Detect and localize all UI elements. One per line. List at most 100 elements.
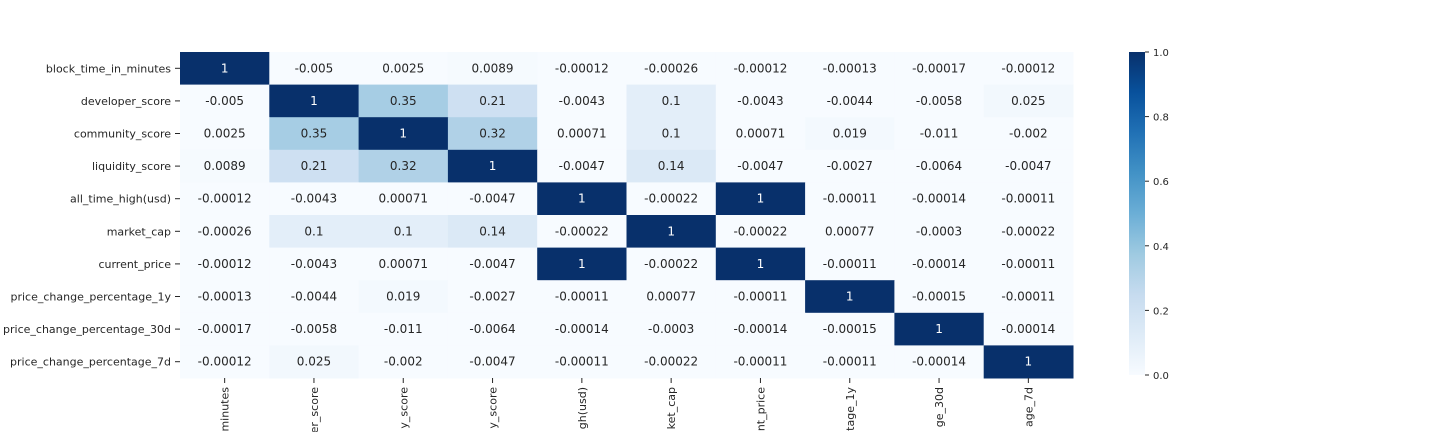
- heatmap-cell: [269, 345, 360, 379]
- heatmap-cell: [715, 345, 806, 379]
- cell-value-label: -0.0043: [291, 257, 337, 271]
- heatmap-cell: [180, 182, 270, 216]
- cell-value-label: 0.025: [297, 355, 331, 369]
- cell-value-label: -0.00017: [198, 322, 252, 336]
- heatmap-cell: [269, 312, 360, 346]
- heatmap-cell: [358, 345, 449, 379]
- heatmap-cell: [180, 247, 270, 281]
- colorbar-tick-label: 1.0: [1153, 48, 1169, 59]
- x-tick-label: er_score: [308, 387, 321, 432]
- heatmap-cell: [269, 84, 360, 118]
- heatmap-cell: [626, 149, 717, 183]
- heatmap-cell: [894, 117, 985, 151]
- heatmap-cell: [805, 84, 895, 118]
- colorbar-tick-label: 0.4: [1153, 242, 1169, 253]
- heatmap-cells: [180, 52, 1074, 379]
- heatmap-cell: [537, 149, 627, 183]
- cell-value-label: -0.00011: [823, 355, 877, 369]
- heatmap-cell: [805, 345, 895, 379]
- heatmap-cell: [805, 117, 895, 151]
- cell-value-label: 0.35: [301, 127, 328, 141]
- heatmap-cell: [358, 52, 449, 86]
- heatmap-cell: [269, 149, 360, 183]
- cell-value-label: -0.0003: [648, 322, 694, 336]
- cell-value-label: -0.00014: [912, 192, 966, 206]
- cell-value-label: 0.00071: [378, 257, 428, 271]
- heatmap-cell: [447, 215, 538, 249]
- heatmap-cell: [269, 117, 360, 151]
- cell-value-label: -0.0047: [469, 192, 515, 206]
- heatmap-cell: [180, 52, 270, 86]
- x-tick-label: gh(usd): [576, 387, 589, 429]
- cell-value-label: -0.00014: [912, 257, 966, 271]
- cell-value-label: 1: [667, 224, 675, 238]
- y-tick-label: market_cap: [107, 225, 171, 238]
- cell-value-label: -0.00026: [644, 61, 698, 75]
- cell-value-label: -0.0064: [469, 322, 515, 336]
- heatmap-cell: [358, 312, 449, 346]
- cell-value-label: 0.32: [479, 127, 506, 141]
- cell-value-label: 0.1: [662, 127, 681, 141]
- cell-value-label: -0.011: [384, 322, 423, 336]
- colorbar-gradient: [1129, 52, 1145, 375]
- cell-value-label: -0.0043: [291, 192, 337, 206]
- cell-value-label: -0.0047: [469, 257, 515, 271]
- cell-value-label: 0.0025: [382, 61, 424, 75]
- heatmap-cell: [626, 312, 717, 346]
- heatmap-cell: [894, 345, 985, 379]
- heatmap-cell: [983, 345, 1074, 379]
- heatmap-cell: [447, 182, 538, 216]
- cell-value-label: 1: [578, 257, 586, 271]
- heatmap-cell: [715, 280, 806, 314]
- heatmap-cell: [358, 215, 449, 249]
- heatmap-cell: [805, 312, 895, 346]
- cell-value-label: 0.14: [658, 159, 685, 173]
- heatmap-cell: [180, 312, 270, 346]
- heatmap-cell: [626, 215, 717, 249]
- heatmap-cell: [537, 247, 627, 281]
- cell-value-label: 1: [310, 94, 318, 108]
- cell-value-label: -0.00011: [555, 355, 609, 369]
- heatmap-cell: [626, 280, 717, 314]
- heatmap-cell: [626, 345, 717, 379]
- heatmap-cell: [894, 215, 985, 249]
- colorbar-tick-label: 0.2: [1153, 306, 1169, 317]
- y-tick-label: price_change_percentage_1y: [11, 291, 172, 304]
- heatmap-cell: [180, 345, 270, 379]
- cell-value-label: -0.00011: [1001, 257, 1055, 271]
- cell-value-label: -0.00012: [555, 61, 609, 75]
- heatmap-cell: [447, 117, 538, 151]
- cell-value-label: -0.011: [920, 127, 959, 141]
- heatmap-cell: [894, 247, 985, 281]
- cell-value-label: -0.005: [295, 61, 334, 75]
- cell-value-label: 0.1: [662, 94, 681, 108]
- heatmap-cell: [537, 52, 627, 86]
- heatmap-cell: [537, 280, 627, 314]
- cell-value-label: 1: [757, 192, 765, 206]
- cell-value-label: -0.002: [1009, 127, 1048, 141]
- heatmap-cell: [805, 182, 895, 216]
- cell-value-label: -0.00022: [644, 355, 698, 369]
- heatmap-cell: [447, 247, 538, 281]
- cell-value-label: -0.0047: [1005, 159, 1051, 173]
- cell-value-label: -0.00014: [1001, 322, 1055, 336]
- colorbar-tick-label: 0.0: [1153, 371, 1169, 382]
- heatmap-cell: [983, 84, 1074, 118]
- cell-value-label: -0.002: [384, 355, 423, 369]
- heatmap-cell: [358, 182, 449, 216]
- cell-value-label: -0.00026: [198, 224, 252, 238]
- heatmap-cell: [626, 117, 717, 151]
- heatmap-cell: [447, 84, 538, 118]
- heatmap-cell: [983, 215, 1074, 249]
- y-axis-tick-labels: block_time_in_minutes developer_scorecomm…: [3, 62, 180, 369]
- y-tick-label: block_time_in_minutes: [46, 62, 171, 75]
- heatmap-cell: [269, 52, 360, 86]
- heatmap-cell: [537, 312, 627, 346]
- cell-value-label: 1: [846, 290, 854, 304]
- cell-value-label: -0.00012: [733, 61, 787, 75]
- cell-value-label: -0.00017: [912, 61, 966, 75]
- heatmap-cell: [269, 280, 360, 314]
- cell-value-label: -0.0047: [737, 159, 783, 173]
- x-tick-label: tage_1y: [844, 387, 857, 431]
